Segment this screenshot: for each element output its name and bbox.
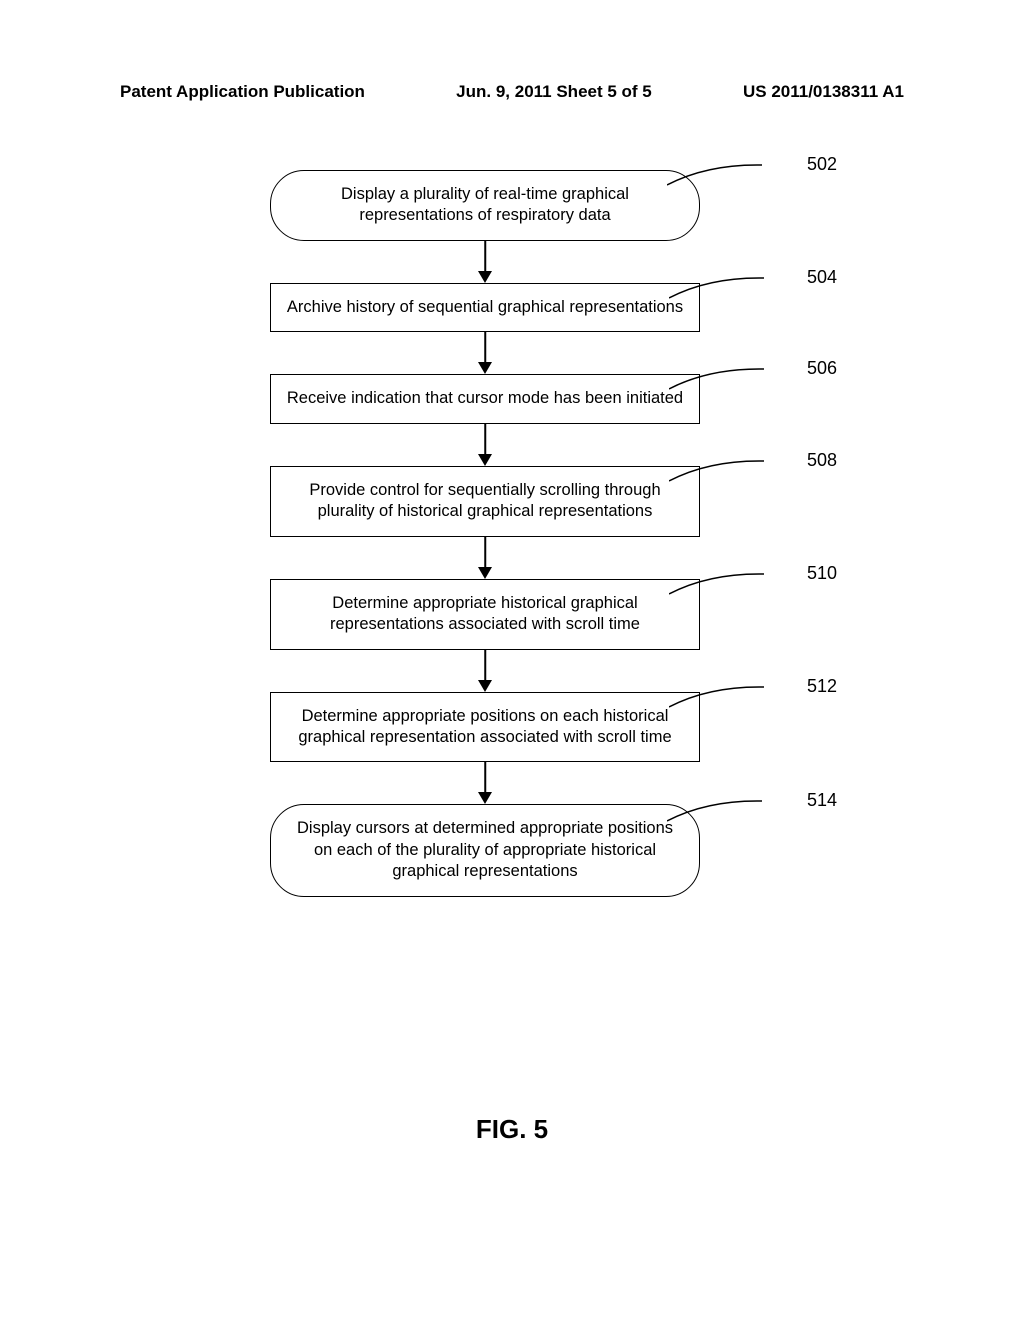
connector bbox=[205, 424, 765, 466]
node-512: Determine appropriate positions on each … bbox=[270, 692, 700, 763]
connector-line bbox=[484, 424, 486, 456]
node-text: Archive history of sequential graphical … bbox=[287, 298, 683, 316]
connector-line bbox=[484, 241, 486, 273]
node-502: Display a plurality of real-time graphic… bbox=[270, 170, 700, 241]
arrowhead-down-icon bbox=[478, 362, 492, 374]
connector-line bbox=[484, 650, 486, 682]
node-514: Display cursors at determined appropriat… bbox=[270, 804, 700, 896]
arrowhead-down-icon bbox=[478, 271, 492, 283]
header-right: US 2011/0138311 A1 bbox=[743, 82, 904, 102]
label-502: 502 bbox=[807, 153, 837, 176]
connector bbox=[205, 650, 765, 692]
node-text: Display cursors at determined appropriat… bbox=[297, 819, 673, 880]
connector bbox=[205, 241, 765, 283]
header-left: Patent Application Publication bbox=[120, 82, 365, 102]
arrowhead-down-icon bbox=[478, 792, 492, 804]
label-512: 512 bbox=[807, 675, 837, 698]
node-508: Provide control for sequentially scrolli… bbox=[270, 466, 700, 537]
label-508: 508 bbox=[807, 449, 837, 472]
node-510: Determine appropriate historical graphic… bbox=[270, 579, 700, 650]
label-510: 510 bbox=[807, 562, 837, 585]
label-506: 506 bbox=[807, 357, 837, 380]
page: Patent Application Publication Jun. 9, 2… bbox=[0, 0, 1024, 1320]
node-506: Receive indication that cursor mode has … bbox=[270, 374, 700, 423]
page-header: Patent Application Publication Jun. 9, 2… bbox=[120, 82, 904, 102]
label-504: 504 bbox=[807, 266, 837, 289]
connector bbox=[205, 332, 765, 374]
arrowhead-down-icon bbox=[478, 680, 492, 692]
node-504: Archive history of sequential graphical … bbox=[270, 283, 700, 332]
node-text: Provide control for sequentially scrolli… bbox=[309, 481, 660, 520]
leader-502 bbox=[667, 159, 787, 189]
node-text: Display a plurality of real-time graphic… bbox=[341, 185, 629, 224]
node-text: Determine appropriate historical graphic… bbox=[330, 594, 640, 633]
connector-line bbox=[484, 762, 486, 794]
connector bbox=[205, 762, 765, 804]
node-text: Receive indication that cursor mode has … bbox=[287, 389, 683, 407]
figure-caption: FIG. 5 bbox=[0, 1114, 1024, 1145]
label-514: 514 bbox=[807, 789, 837, 812]
arrowhead-down-icon bbox=[478, 454, 492, 466]
arrowhead-down-icon bbox=[478, 567, 492, 579]
header-center: Jun. 9, 2011 Sheet 5 of 5 bbox=[456, 82, 652, 102]
connector bbox=[205, 537, 765, 579]
connector-line bbox=[484, 537, 486, 569]
node-text: Determine appropriate positions on each … bbox=[298, 707, 671, 746]
connector-line bbox=[484, 332, 486, 364]
flowchart: Display a plurality of real-time graphic… bbox=[205, 170, 765, 897]
